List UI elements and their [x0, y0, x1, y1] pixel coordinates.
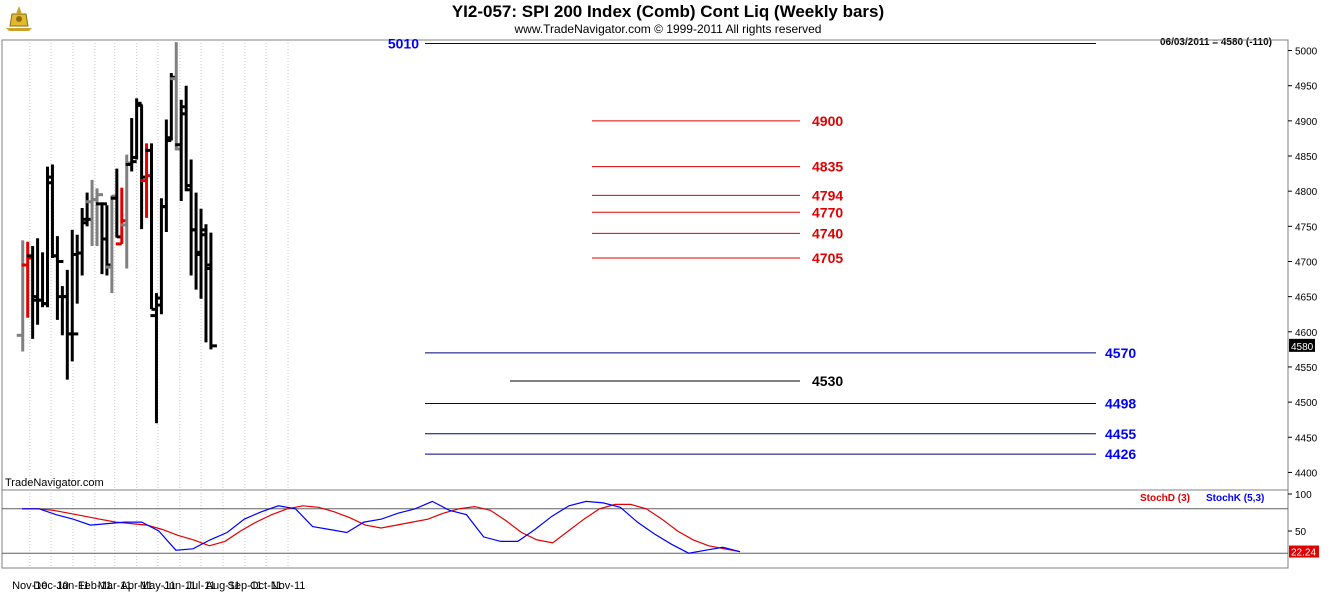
- last-price-tag: [1289, 338, 1315, 352]
- legend-stochk: StochK (5,3): [1206, 493, 1264, 504]
- x-tick-label: Jun-11: [163, 580, 196, 592]
- stoch-last-label: 22.24: [1291, 548, 1316, 559]
- chart-title: YI2-057: SPI 200 Index (Comb) Cont Liq (…: [451, 2, 885, 21]
- y-tick-label: 4450: [1295, 433, 1318, 444]
- level-label-4770: 4770: [812, 204, 843, 220]
- x-tick-label: Nov-10: [12, 580, 47, 592]
- x-tick-label: Apr-11: [121, 580, 153, 592]
- y-tick-label: 4950: [1295, 82, 1318, 93]
- stoch-y-tick-label: 100: [1295, 490, 1312, 501]
- level-label-4498: 4498: [1105, 396, 1136, 412]
- level-label-4530: 4530: [812, 373, 843, 389]
- level-label-4835: 4835: [812, 159, 843, 175]
- stoch-y-tick-label: 50: [1295, 527, 1307, 538]
- stoch-panel-frame: [1, 489, 1289, 569]
- x-tick-label: Dec-10: [33, 580, 68, 592]
- x-tick-label: Jan-11: [57, 580, 90, 592]
- level-label-4900: 4900: [812, 113, 843, 129]
- x-tick-label: Feb-11: [78, 580, 112, 592]
- level-label-4455: 4455: [1105, 426, 1136, 442]
- y-tick-label: 4850: [1295, 152, 1318, 163]
- trade-navigator-logo-icon: [4, 4, 34, 32]
- y-tick-label: 4500: [1295, 398, 1318, 409]
- y-tick-label: 4600: [1295, 328, 1318, 339]
- y-tick-label: 4400: [1295, 468, 1318, 479]
- level-label-4426: 4426: [1105, 446, 1136, 462]
- y-tick-label: 4650: [1295, 293, 1318, 304]
- watermark-text: TradeNavigator.com: [5, 477, 104, 489]
- price-readout: 06/03/2011 = 4580 (-110): [1159, 37, 1272, 48]
- x-tick-label: Sep-11: [228, 580, 263, 592]
- last-price-label: 4580: [1291, 342, 1314, 353]
- y-tick-label: 4700: [1295, 257, 1318, 268]
- level-label-4705: 4705: [812, 250, 843, 266]
- legend-stochd: StochD (3): [1140, 493, 1190, 504]
- x-tick-label: Aug-11: [206, 580, 241, 592]
- x-tick-label: Jul-11: [186, 580, 215, 592]
- y-tick-label: 4900: [1295, 117, 1318, 128]
- y-tick-label: 4550: [1295, 363, 1318, 374]
- level-label-4794: 4794: [812, 187, 843, 203]
- x-tick-label: Oct-11: [250, 580, 282, 592]
- stoch-series-line: [22, 503, 741, 553]
- y-tick-label: 4800: [1295, 187, 1318, 198]
- stoch-last-tag: [1289, 545, 1319, 558]
- x-tick-label: May-11: [140, 580, 176, 592]
- level-label-4570: 4570: [1105, 345, 1136, 361]
- copyright-text: www.TradeNavigator.com © 1999-2011 All r…: [514, 22, 822, 36]
- x-tick-label: Nov-11: [271, 580, 306, 592]
- y-tick-label: 5000: [1295, 47, 1318, 58]
- y-tick-label: 4750: [1295, 222, 1318, 233]
- level-label-5010: 5010: [388, 36, 419, 52]
- stoch-series-line: [22, 500, 741, 554]
- level-label-4740: 4740: [812, 225, 843, 241]
- x-tick-label: Mar-11: [98, 580, 132, 592]
